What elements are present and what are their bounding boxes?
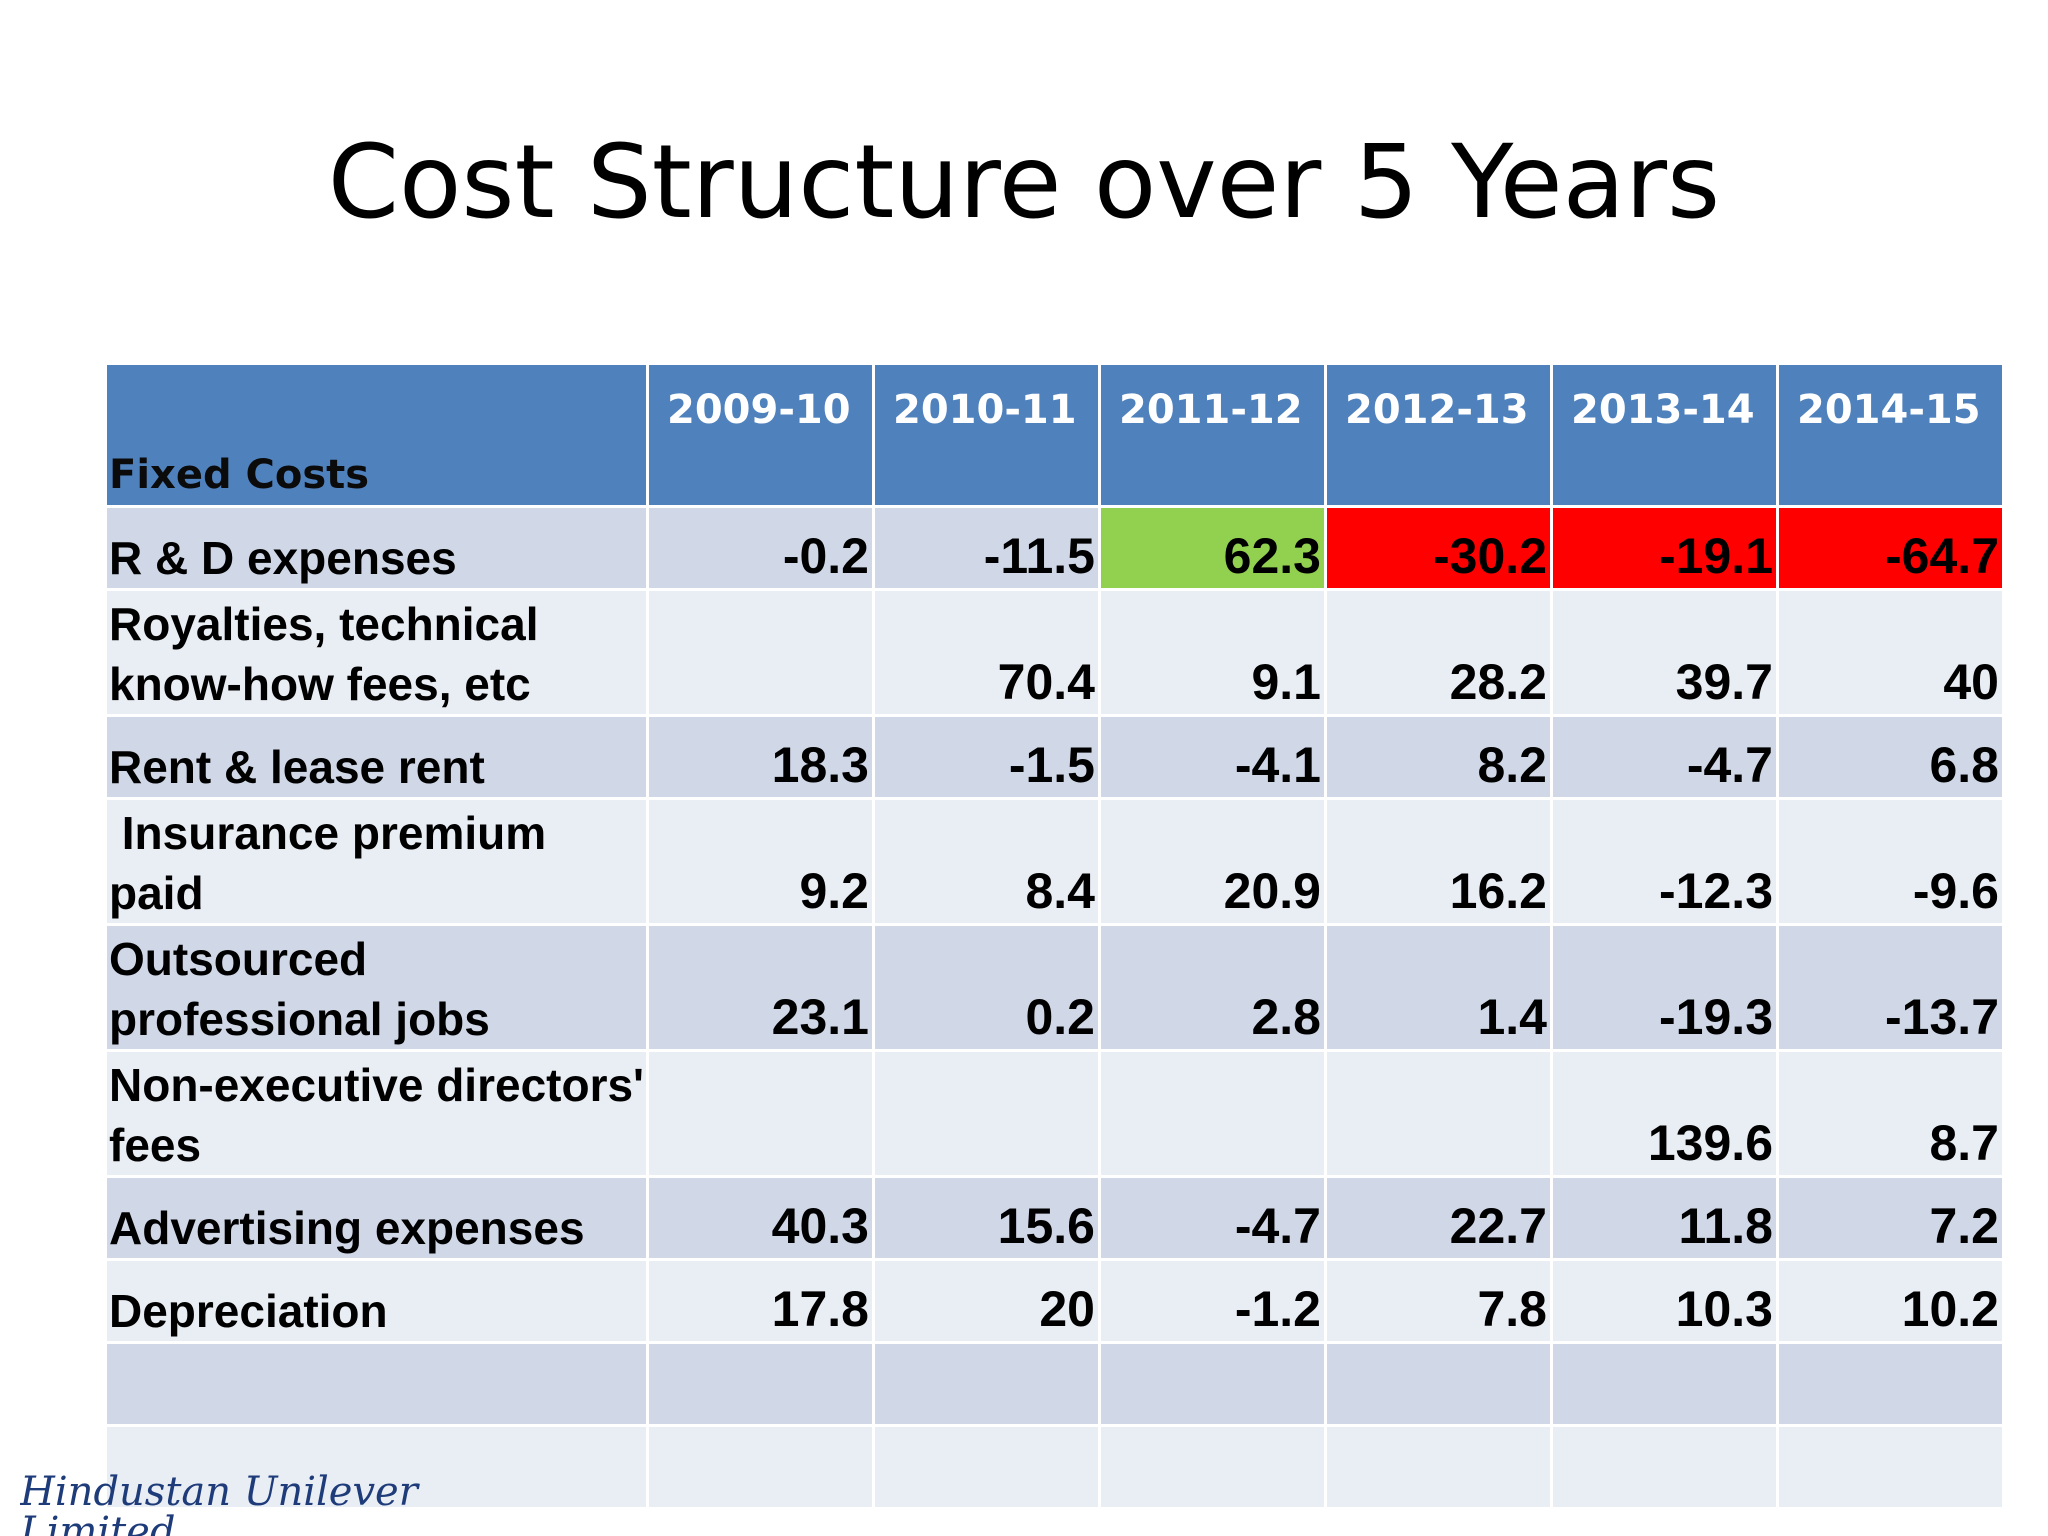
row-label: Advertising expenses <box>104 1175 649 1261</box>
table-cell <box>1324 1341 1553 1427</box>
table-cell: -12.3 <box>1550 797 1779 926</box>
table-cell <box>646 1424 875 1510</box>
table-cell <box>646 588 875 717</box>
table-cell: -4.7 <box>1550 714 1779 800</box>
table-cell: 9.2 <box>646 797 875 926</box>
table-header-row: Fixed Costs 2009-10 2010-11 2011-12 2012… <box>104 362 2005 508</box>
table-cell <box>1098 1424 1327 1510</box>
table-cell: -9.6 <box>1776 797 2005 926</box>
table-cell <box>1550 1341 1779 1427</box>
table-cell: 40 <box>1776 588 2005 717</box>
table-cell: 23.1 <box>646 923 875 1052</box>
table-cell <box>646 1049 875 1178</box>
table-row: R & D expenses -0.2 -11.5 62.3 -30.2 -19… <box>104 505 2005 591</box>
cost-structure-table: Fixed Costs 2009-10 2010-11 2011-12 2012… <box>104 362 2005 1510</box>
row-label: Insurance premium paid <box>104 797 649 926</box>
table-cell <box>646 1341 875 1427</box>
table-row: Depreciation 17.8 20 -1.2 7.8 10.3 10.2 <box>104 1258 2005 1344</box>
table-row: Non-executive directors' fees 139.6 8.7 <box>104 1049 2005 1178</box>
table-cell: 0.2 <box>872 923 1101 1052</box>
table-cell <box>872 1424 1101 1510</box>
table-cell: 18.3 <box>646 714 875 800</box>
table-cell <box>1776 1424 2005 1510</box>
table-cell: 9.1 <box>1098 588 1327 717</box>
row-label: Royalties, technical know-how fees, etc <box>104 588 649 717</box>
table-row: Rent & lease rent 18.3 -1.5 -4.1 8.2 -4.… <box>104 714 2005 800</box>
year-header: 2011-12 <box>1098 362 1327 508</box>
table-cell: 16.2 <box>1324 797 1553 926</box>
table-cell <box>1098 1341 1327 1427</box>
table-cell: 39.7 <box>1550 588 1779 717</box>
year-header: 2012-13 <box>1324 362 1553 508</box>
table-cell: 22.7 <box>1324 1175 1553 1261</box>
header-corner-label: Fixed Costs <box>104 362 649 508</box>
table-cell <box>872 1341 1101 1427</box>
cost-structure-table-wrap: Fixed Costs 2009-10 2010-11 2011-12 2012… <box>104 362 2005 1510</box>
table-cell: 2.8 <box>1098 923 1327 1052</box>
table-cell: 28.2 <box>1324 588 1553 717</box>
table-cell: -1.2 <box>1098 1258 1327 1344</box>
row-label: Non-executive directors' fees <box>104 1049 649 1178</box>
slide-title: Cost Structure over 5 Years <box>327 123 1721 242</box>
table-cell <box>1550 1424 1779 1510</box>
table-cell: 8.2 <box>1324 714 1553 800</box>
table-cell: 70.4 <box>872 588 1101 717</box>
table-cell <box>1324 1049 1553 1178</box>
table-cell: 17.8 <box>646 1258 875 1344</box>
table-row: Outsourced professional jobs 23.1 0.2 2.… <box>104 923 2005 1052</box>
table-cell: 15.6 <box>872 1175 1101 1261</box>
table-cell: 11.8 <box>1550 1175 1779 1261</box>
table-row: Advertising expenses 40.3 15.6 -4.7 22.7… <box>104 1175 2005 1261</box>
row-label: Outsourced professional jobs <box>104 923 649 1052</box>
table-cell <box>1324 1424 1553 1510</box>
table-cell: 7.8 <box>1324 1258 1553 1344</box>
table-cell-highlight-red: -30.2 <box>1324 505 1553 591</box>
row-label: Rent & lease rent <box>104 714 649 800</box>
table-row-empty <box>104 1424 2005 1510</box>
table-cell-highlight-red: -19.1 <box>1550 505 1779 591</box>
table-cell: -13.7 <box>1776 923 2005 1052</box>
table-cell: 10.3 <box>1550 1258 1779 1344</box>
table-cell: 8.4 <box>872 797 1101 926</box>
year-header: 2009-10 <box>646 362 875 508</box>
table-cell: 20.9 <box>1098 797 1327 926</box>
table-row: Insurance premium paid 9.2 8.4 20.9 16.2… <box>104 797 2005 926</box>
table-cell: 20 <box>872 1258 1101 1344</box>
table-cell: 7.2 <box>1776 1175 2005 1261</box>
footer-logo: Hindustan Unilever Limited <box>20 1472 418 1536</box>
table-cell: 1.4 <box>1324 923 1553 1052</box>
table-cell: -19.3 <box>1550 923 1779 1052</box>
table-cell-highlight-red: -64.7 <box>1776 505 2005 591</box>
table-cell-highlight-green: 62.3 <box>1098 505 1327 591</box>
table-cell: -0.2 <box>646 505 875 591</box>
row-label <box>104 1424 649 1510</box>
table-cell <box>872 1049 1101 1178</box>
year-header: 2014-15 <box>1776 362 2005 508</box>
table-cell <box>1098 1049 1327 1178</box>
row-label: R & D expenses <box>104 505 649 591</box>
table-cell: -4.1 <box>1098 714 1327 800</box>
row-label <box>104 1341 649 1427</box>
table-cell: 139.6 <box>1550 1049 1779 1178</box>
table-cell: 40.3 <box>646 1175 875 1261</box>
table-cell: 8.7 <box>1776 1049 2005 1178</box>
row-label: Depreciation <box>104 1258 649 1344</box>
table-cell: -4.7 <box>1098 1175 1327 1261</box>
table-row: Royalties, technical know-how fees, etc … <box>104 588 2005 717</box>
table-cell: -11.5 <box>872 505 1101 591</box>
table-cell: 6.8 <box>1776 714 2005 800</box>
table-cell <box>1776 1341 2005 1427</box>
year-header: 2013-14 <box>1550 362 1779 508</box>
table-row-empty <box>104 1341 2005 1427</box>
year-header: 2010-11 <box>872 362 1101 508</box>
table-cell: -1.5 <box>872 714 1101 800</box>
table-cell: 10.2 <box>1776 1258 2005 1344</box>
